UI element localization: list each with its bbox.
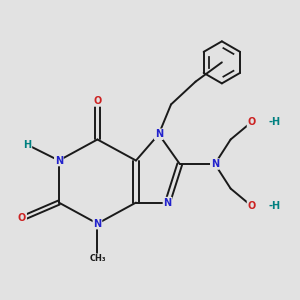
Text: O: O (248, 201, 256, 211)
Text: -H: -H (268, 117, 280, 127)
Text: N: N (93, 219, 101, 229)
Text: -H: -H (268, 201, 280, 211)
Text: H: H (23, 140, 32, 150)
Text: N: N (211, 159, 219, 169)
Text: O: O (248, 117, 256, 127)
Text: N: N (55, 155, 63, 166)
Text: O: O (18, 213, 26, 224)
Text: O: O (93, 96, 101, 106)
Text: CH₃: CH₃ (89, 254, 106, 263)
Text: N: N (164, 198, 172, 208)
Text: N: N (155, 129, 163, 139)
